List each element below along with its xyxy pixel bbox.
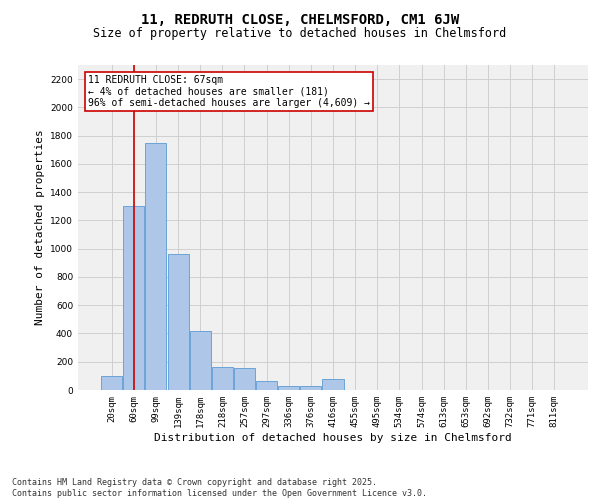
Bar [167, 254, 188, 390]
Text: 11, REDRUTH CLOSE, CHELMSFORD, CM1 6JW: 11, REDRUTH CLOSE, CHELMSFORD, CM1 6JW [141, 12, 459, 26]
Bar [190, 332, 211, 390]
Y-axis label: Number of detached properties: Number of detached properties [35, 130, 44, 326]
Bar [322, 380, 344, 390]
Bar [256, 381, 277, 390]
Text: Contains HM Land Registry data © Crown copyright and database right 2025.
Contai: Contains HM Land Registry data © Crown c… [12, 478, 427, 498]
Bar [124, 206, 145, 390]
Text: Size of property relative to detached houses in Chelmsford: Size of property relative to detached ho… [94, 28, 506, 40]
Bar [101, 376, 122, 390]
Bar [145, 142, 166, 390]
Bar [234, 368, 255, 390]
Bar [212, 368, 233, 390]
X-axis label: Distribution of detached houses by size in Chelmsford: Distribution of detached houses by size … [154, 432, 512, 442]
Text: 11 REDRUTH CLOSE: 67sqm
← 4% of detached houses are smaller (181)
96% of semi-de: 11 REDRUTH CLOSE: 67sqm ← 4% of detached… [88, 74, 370, 108]
Bar [301, 386, 322, 390]
Bar [278, 386, 299, 390]
